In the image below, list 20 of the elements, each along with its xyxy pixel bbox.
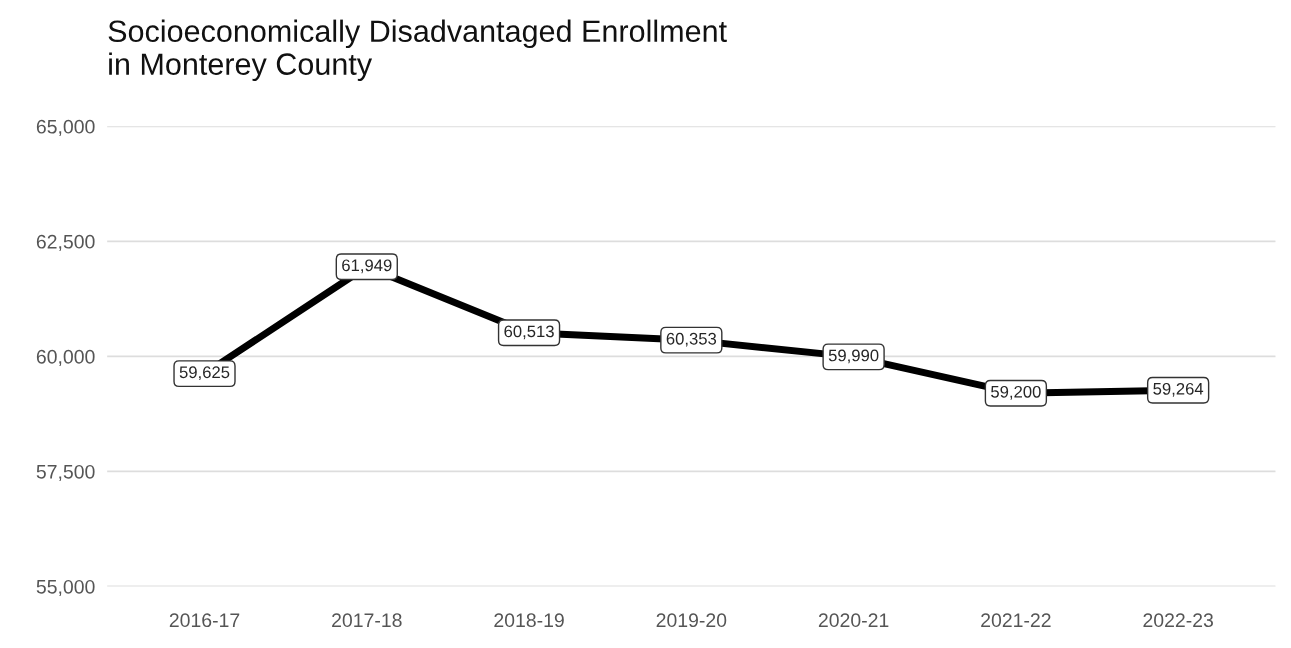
data-label: 59,264	[1153, 382, 1204, 397]
y-tick-label: 55,000	[36, 579, 95, 596]
x-tick-label: 2017-18	[332, 613, 402, 628]
data-label: 59,200	[991, 385, 1041, 400]
x-tick-label: 2018-19	[494, 613, 564, 628]
y-tick-label: 60,000	[36, 349, 95, 366]
x-tick-label: 2020-21	[818, 613, 889, 628]
x-tick-label: 2022-23	[1143, 613, 1213, 628]
y-tick-label: 65,000	[36, 119, 95, 136]
data-label: 59,990	[828, 349, 879, 364]
data-label: 61,949	[342, 259, 392, 274]
x-tick-label: 2019-20	[656, 613, 727, 628]
data-label: 60,353	[666, 332, 717, 347]
y-tick-label: 62,500	[36, 234, 95, 251]
y-tick-label: 57,500	[36, 464, 95, 481]
data-label: 59,625	[179, 366, 230, 381]
data-label: 60,513	[504, 325, 554, 340]
x-tick-label: 2016-17	[169, 613, 240, 628]
x-tick-label: 2021-22	[981, 613, 1051, 628]
chart-title: Socioeconomically Disadvantaged Enrollment in Monterey County	[108, 19, 727, 81]
